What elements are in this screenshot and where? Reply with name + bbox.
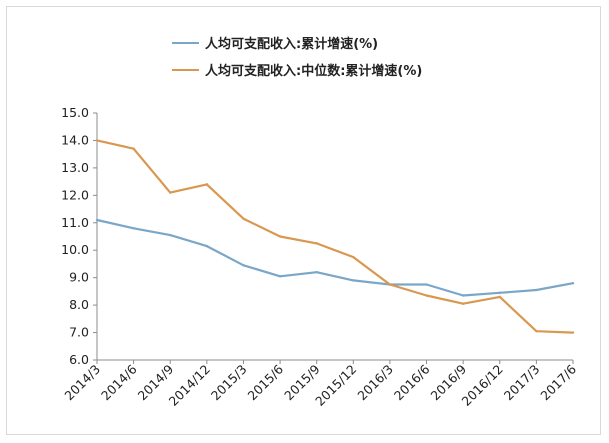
legend-label-series-2: 人均可支配收入:中位数:累计增速(%) <box>205 63 422 79</box>
data-point-series-2 <box>205 183 209 186</box>
data-point-series-2 <box>571 331 575 334</box>
data-point-series-1 <box>535 288 538 292</box>
data-point-series-1 <box>498 291 501 294</box>
x-axis: 2014/32014/62014/92014/122015/32015/6201… <box>61 359 579 409</box>
series-layer <box>95 139 575 334</box>
y-tick-label: 9.0 <box>69 270 89 285</box>
y-tick-label: 7.0 <box>69 325 89 340</box>
legend-label-series-1: 人均可支配收入:累计增速(%) <box>205 36 378 52</box>
series-line-1 <box>96 218 574 297</box>
data-point-series-1 <box>461 294 465 297</box>
x-tick-label: 2017/6 <box>537 361 579 403</box>
y-tick-label: 14.0 <box>61 132 89 147</box>
x-tick-label: 2016/6 <box>391 361 433 403</box>
y-tick-label: 8.0 <box>69 297 89 312</box>
y-tick-label: 12.0 <box>61 187 89 202</box>
y-tick-label: 15.0 <box>61 105 89 120</box>
data-point-series-1 <box>278 275 282 278</box>
data-point-series-2 <box>169 191 172 194</box>
data-point-series-1 <box>169 233 172 237</box>
data-point-series-2 <box>132 147 135 150</box>
data-point-series-2 <box>498 295 501 299</box>
x-tick-label: 2016/3 <box>354 362 396 404</box>
data-point-series-1 <box>352 279 355 282</box>
data-point-series-1 <box>132 227 135 230</box>
data-point-series-2 <box>425 294 428 297</box>
legend: 人均可支配收入:累计增速(%) 人均可支配收入:中位数:累计增速(%) <box>172 36 422 79</box>
data-point-series-2 <box>242 217 245 220</box>
series-line-2 <box>96 139 574 334</box>
data-point-series-2 <box>278 235 282 238</box>
data-point-series-2 <box>388 283 392 286</box>
y-axis: 6.0 7.0 8.0 9.0 10.0 11.0 12.0 13.0 14.0 15.0 <box>61 105 98 367</box>
y-tick-label: 10.0 <box>61 242 89 257</box>
data-point-series-1 <box>205 244 209 248</box>
y-tick-label: 6.0 <box>69 352 89 367</box>
x-tick-label: 2014/6 <box>98 361 140 403</box>
data-point-series-2 <box>352 255 355 259</box>
data-point-series-2 <box>535 329 538 333</box>
x-tick-label: 2015/3 <box>208 362 250 404</box>
x-tick-label: 2014/3 <box>61 362 103 404</box>
data-point-series-1 <box>242 264 245 267</box>
y-tick-label: 11.0 <box>61 215 89 230</box>
data-point-series-1 <box>95 218 99 222</box>
data-point-series-2 <box>461 302 465 305</box>
x-tick-label: 2015/6 <box>244 361 286 403</box>
y-tick-label: 13.0 <box>61 160 89 175</box>
data-point-series-1 <box>571 281 575 285</box>
data-point-series-2 <box>95 139 99 142</box>
data-point-series-1 <box>315 270 318 274</box>
data-point-series-2 <box>315 242 318 245</box>
x-tick-label: 2017/3 <box>501 362 543 404</box>
chart-frame <box>6 6 601 435</box>
data-point-series-1 <box>425 283 428 286</box>
